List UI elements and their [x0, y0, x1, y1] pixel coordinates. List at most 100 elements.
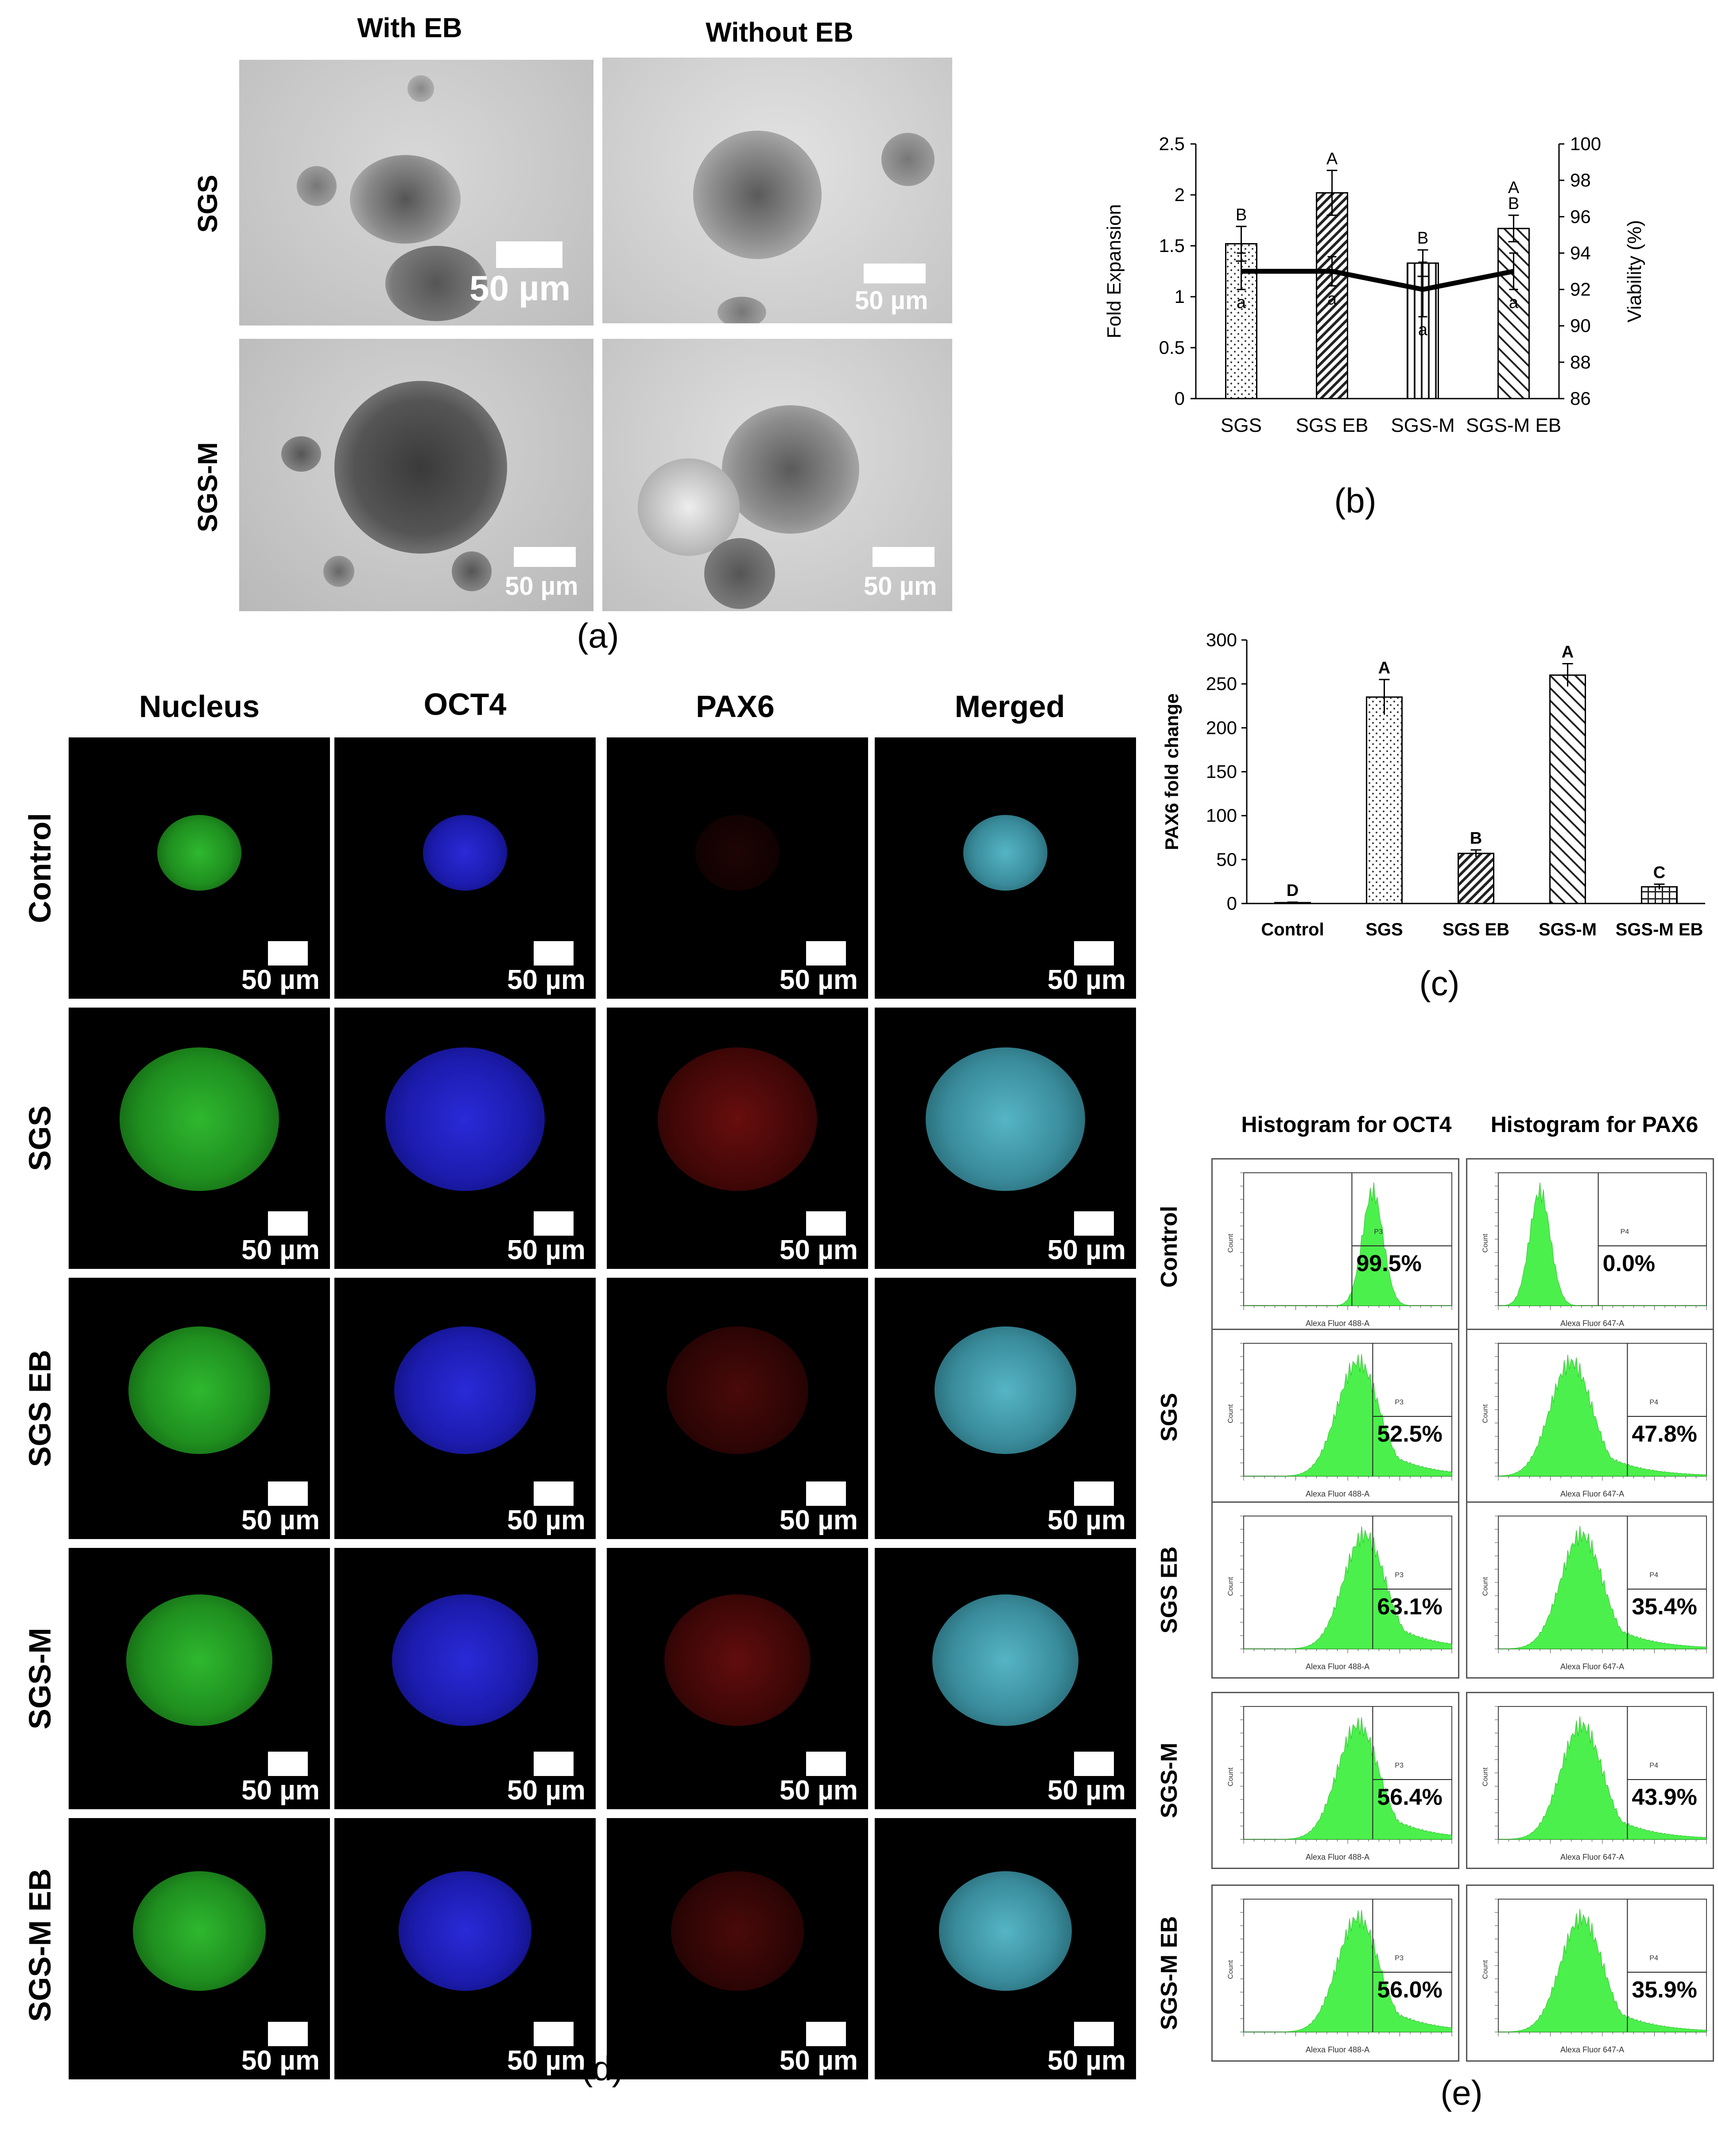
error-bar: [1562, 663, 1573, 687]
fluorescence-sgs-m-eb-oct4: 50 µm: [334, 1818, 596, 2079]
fluorescence-sgs-eb-pax6: 50 µm: [607, 1278, 868, 1539]
gate-label: P4: [1649, 1762, 1658, 1769]
error-bar: [1287, 901, 1298, 904]
x-axis-label: Alexa Fluor 647-A: [1560, 1853, 1625, 1861]
fluorescence-control-oct4: 50 µm: [334, 737, 596, 999]
gate-label: P3: [1374, 1228, 1383, 1236]
spheroid: [658, 1047, 817, 1191]
scale-label: 50 µm: [1047, 965, 1126, 995]
col-header-oct4: OCT4: [423, 687, 507, 721]
fluorescence-control-pax6: 50 µm: [607, 737, 868, 999]
positive-percentage: 56.0%: [1377, 1977, 1443, 2003]
fluorescence-control-nucleus: 50 µm: [69, 737, 330, 999]
gate-label: P3: [1395, 1762, 1404, 1769]
error-bar: [1654, 883, 1665, 890]
brightfield-sgs-without-eb: 50 µm: [602, 58, 952, 323]
x-tick-label: SGS EB: [1296, 415, 1369, 436]
y-tick-label: 50: [1216, 849, 1237, 870]
bar-sgs-eb: [1458, 853, 1494, 904]
y2-axis-label: Viability (%): [1624, 220, 1645, 322]
col-header-pax6: PAX6: [696, 689, 775, 724]
y-tick-label: 1.5: [1159, 235, 1185, 256]
y-axis-label: Count: [1481, 1404, 1489, 1423]
viability-line: [1241, 269, 1514, 292]
scale-bar: [806, 1752, 846, 1776]
viability-letter: a: [1418, 321, 1428, 339]
y2-tick-label: 98: [1570, 170, 1591, 190]
x-tick-label: SGS-M: [1391, 415, 1454, 436]
y2-tick-label: 96: [1570, 206, 1591, 227]
significance-letter: A: [1378, 659, 1390, 677]
x-axis-label: Alexa Fluor 488-A: [1306, 1489, 1370, 1498]
y2-tick-label: 100: [1570, 133, 1601, 154]
histogram-oct4-control: 99.5% P3 Alexa Fluor 488-A Count: [1211, 1158, 1459, 1335]
x-axis-label: Alexa Fluor 488-A: [1306, 1662, 1370, 1671]
row-label-sgs-eb: SGS EB: [23, 1349, 57, 1467]
y-axis-label: PAX6 fold change: [1161, 694, 1182, 850]
row-label-sgs-m: SGS-M: [193, 442, 223, 532]
positive-percentage: 56.4%: [1377, 1784, 1443, 1810]
scale-label: 50 µm: [507, 965, 586, 995]
histogram-fill: [1244, 1717, 1452, 1840]
scale-label: 50 µm: [864, 572, 937, 601]
x-axis-label: Alexa Fluor 647-A: [1560, 2045, 1625, 2054]
scale-label: 50 µm: [469, 268, 571, 308]
scale-bar: [1074, 1481, 1114, 1506]
scale-label: 50 µm: [779, 1775, 858, 1806]
y-tick-label: 300: [1206, 629, 1237, 650]
scale-bar: [268, 2022, 308, 2046]
significance-letter: A: [1326, 150, 1338, 168]
caption-a: (a): [577, 616, 619, 655]
col-header-without-eb: Without EB: [706, 17, 853, 48]
scale-label: 50 µm: [1047, 1775, 1126, 1806]
scale-label: 50 µm: [507, 1505, 586, 1536]
spheroid: [664, 1594, 811, 1726]
y-axis-label: Fold Expansion: [1103, 204, 1125, 338]
scale-label: 50 µm: [507, 2045, 586, 2076]
y-axis-label: Count: [1227, 1767, 1235, 1787]
y-axis-label: Count: [1227, 1404, 1235, 1423]
scale-label: 50 µm: [779, 1235, 858, 1265]
fluorescence-sgs-m-eb-merged: 50 µm: [875, 1818, 1136, 2079]
positive-percentage: 35.4%: [1632, 1594, 1697, 1620]
spheroid: [932, 1594, 1078, 1726]
spheroid: [120, 1047, 279, 1191]
histogram-oct4-sgs-eb: 63.1% P3 Alexa Fluor 488-A Count: [1211, 1501, 1459, 1679]
y-axis-label: Count: [1481, 1767, 1489, 1787]
scale-bar: [864, 264, 926, 283]
gate-label: P4: [1620, 1228, 1629, 1236]
caption-d: (d): [581, 2049, 624, 2088]
x-tick-label: SGS-M EB: [1466, 415, 1561, 436]
positive-percentage: 0.0%: [1602, 1251, 1656, 1276]
bar-sgs-eb: [1316, 192, 1348, 399]
fluorescence-sgs-eb-oct4: 50 µm: [334, 1278, 596, 1539]
x-tick-label: SGS EB: [1443, 920, 1509, 939]
y-tick-label: 150: [1206, 761, 1237, 782]
scale-bar: [268, 1752, 308, 1776]
scale-label: 50 µm: [1047, 1505, 1126, 1536]
histogram-fill: [1498, 1909, 1707, 2032]
row-label-sgs: SGS: [1156, 1393, 1182, 1442]
gate-label: P4: [1649, 1571, 1658, 1579]
bar-sgs-m: [1549, 674, 1586, 904]
fluorescence-sgs-eb-nucleus: 50 µm: [69, 1278, 330, 1539]
y2-tick-label: 88: [1570, 352, 1591, 372]
significance-letter: B: [1236, 206, 1247, 224]
spheroid: [128, 1326, 270, 1454]
scale-bar: [534, 941, 574, 966]
significance-letter: B: [1417, 229, 1428, 248]
y-tick-label: 0: [1227, 893, 1237, 914]
x-tick-label: Control: [1261, 920, 1324, 939]
fluorescence-sgs-eb-merged: 50 µm: [875, 1278, 1136, 1539]
y-tick-label: 250: [1206, 673, 1237, 694]
fluorescence-sgs-m-pax6: 50 µm: [607, 1548, 868, 1809]
chart-b-fold-expansion-viability: 0 0.5 1 1.5 2 2.5 86 88 90 92 94 96 98 100 Fold Expans…: [1103, 133, 1645, 436]
caption-c: (c): [1419, 964, 1460, 1003]
histogram-oct4-sgs-m-eb: 56.0% P3 Alexa Fluor 488-A Count: [1211, 1885, 1459, 2062]
row-label-sgs-m: SGS-M: [1156, 1742, 1182, 1819]
spheroid: [695, 815, 779, 891]
gate-label: P3: [1395, 1571, 1404, 1579]
significance-letter: A: [1508, 178, 1520, 197]
spheroid: [392, 1594, 538, 1726]
scale-bar: [534, 2022, 574, 2046]
